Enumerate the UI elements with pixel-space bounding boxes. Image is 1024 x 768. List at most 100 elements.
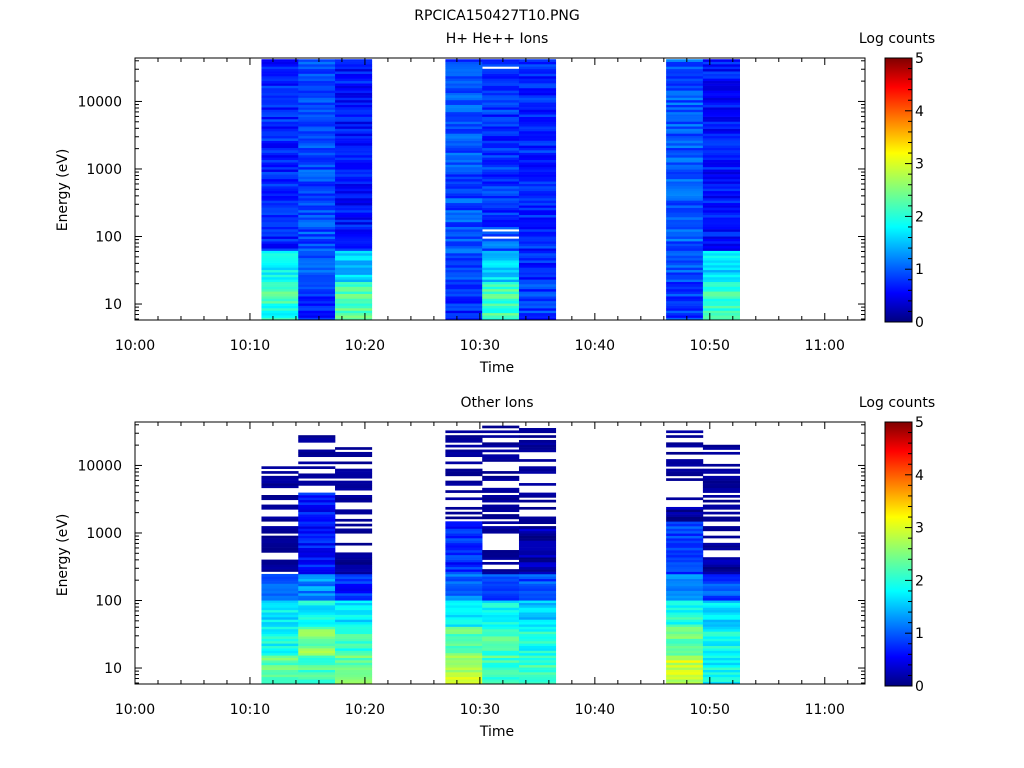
spectrogram-cell bbox=[445, 679, 483, 682]
spectrogram-cell bbox=[518, 576, 557, 580]
spectrogram-cell bbox=[298, 607, 336, 611]
spectrogram-cell bbox=[335, 99, 373, 103]
spectrogram-cell bbox=[702, 518, 740, 522]
spectrogram-cell bbox=[518, 190, 557, 194]
spectrogram-cell bbox=[702, 583, 740, 587]
spectrogram-cell bbox=[261, 602, 299, 606]
spectrogram-cell bbox=[482, 133, 520, 137]
spectrogram-cell bbox=[666, 602, 704, 606]
spectrogram-cell bbox=[445, 648, 483, 651]
spectrogram-cell bbox=[261, 202, 299, 206]
spectrogram-cell bbox=[261, 638, 299, 642]
spectrogram-cell bbox=[261, 92, 299, 96]
spectrogram-cell bbox=[335, 495, 373, 498]
spectrogram-cell bbox=[335, 107, 373, 110]
spectrogram-cell bbox=[335, 559, 373, 563]
spectrogram-cell bbox=[518, 284, 557, 287]
spectrogram-cell bbox=[261, 288, 299, 292]
spectrogram-cell bbox=[298, 650, 336, 654]
spectrogram-cell bbox=[445, 95, 483, 98]
spectrogram-cell bbox=[666, 274, 704, 278]
spectrogram-cell bbox=[445, 166, 483, 170]
spectrogram-cell bbox=[445, 250, 483, 254]
spectrogram-cell bbox=[666, 64, 704, 67]
spectrogram-cell bbox=[702, 176, 740, 180]
spectrogram-cell bbox=[445, 116, 483, 120]
spectrogram-cell bbox=[298, 97, 336, 101]
spectrogram-cell bbox=[335, 674, 373, 678]
spectrogram-cell bbox=[261, 150, 299, 153]
spectrogram-cell bbox=[518, 681, 557, 685]
spectrogram-cell bbox=[666, 284, 704, 287]
spectrogram-cell bbox=[666, 267, 704, 271]
spectrogram-cell bbox=[482, 226, 520, 230]
spectrogram-cell bbox=[482, 310, 520, 314]
spectrogram-cell bbox=[261, 107, 299, 110]
spectrogram-cell bbox=[666, 571, 704, 575]
spectrogram-cell bbox=[482, 269, 520, 273]
spectrogram-cell bbox=[298, 224, 336, 227]
spectrogram-cell bbox=[482, 471, 520, 474]
spectrogram-cell bbox=[518, 609, 557, 613]
spectrogram-cell bbox=[445, 444, 483, 448]
spectrogram-cell bbox=[298, 264, 336, 268]
spectrogram-cell bbox=[666, 128, 704, 132]
spectrogram-cell bbox=[335, 164, 373, 168]
spectrogram-cell bbox=[666, 78, 704, 82]
spectrogram-cell bbox=[482, 672, 520, 675]
spectrogram-cell bbox=[666, 253, 704, 256]
spectrogram-cell bbox=[518, 561, 557, 565]
x-axis: 10:00 10:10 10:20 10:30 10:40 10:50 11:00 bbox=[115, 422, 849, 718]
spectrogram-cell bbox=[666, 657, 704, 661]
spectrogram-cell bbox=[261, 154, 299, 158]
spectrogram-cell bbox=[298, 99, 336, 103]
x-tick-label: 10:00 bbox=[115, 702, 155, 718]
spectrogram-cell bbox=[261, 133, 299, 137]
x-axis: 10:00 10:10 10:20 10:30 10:40 10:50 11:00 bbox=[115, 58, 849, 354]
spectrogram-cell bbox=[518, 197, 557, 201]
spectrogram-cell bbox=[666, 621, 704, 625]
spectrogram-cell bbox=[702, 652, 740, 656]
spectrogram-cell bbox=[518, 600, 557, 603]
spectrogram-cell bbox=[482, 614, 520, 618]
x-tick-label: 10:20 bbox=[345, 338, 385, 354]
spectrogram-cell bbox=[298, 559, 336, 563]
spectrogram-cell bbox=[445, 435, 483, 438]
spectrogram-cell bbox=[518, 585, 557, 589]
spectrogram-cell bbox=[445, 571, 483, 575]
spectrogram-cell bbox=[261, 97, 299, 101]
spectrogram-cell bbox=[702, 272, 740, 275]
colorbar-tick-label: 3 bbox=[915, 157, 924, 173]
spectrogram-cell bbox=[702, 463, 740, 467]
colorbar-tick-label: 2 bbox=[915, 573, 924, 589]
spectrogram-cell bbox=[482, 135, 520, 139]
spectrogram-cell bbox=[445, 83, 483, 86]
spectrogram-cell bbox=[666, 609, 704, 613]
spectrogram-cell bbox=[298, 308, 336, 311]
spectrogram-cell bbox=[666, 75, 704, 79]
spectrogram-cell bbox=[335, 660, 373, 663]
spectrogram-cell bbox=[261, 528, 299, 532]
spectrogram-cell bbox=[666, 662, 704, 666]
spectrogram-cell bbox=[702, 174, 740, 177]
spectrogram-cell bbox=[666, 245, 704, 249]
spectrogram-cell bbox=[261, 559, 299, 563]
spectrogram-cell bbox=[261, 296, 299, 299]
spectrogram-cell bbox=[482, 272, 520, 275]
spectrogram-cell bbox=[445, 521, 483, 525]
colorbar-label: Log counts bbox=[859, 395, 935, 411]
spectrogram-cell bbox=[261, 169, 299, 172]
spectrogram-cell bbox=[335, 590, 373, 594]
spectrogram-cell bbox=[298, 226, 336, 230]
spectrogram-cell bbox=[482, 102, 520, 105]
spectrogram-cell bbox=[518, 66, 557, 70]
spectrogram-cell bbox=[298, 178, 336, 182]
spectrogram-cell bbox=[335, 224, 373, 227]
spectrogram-cell bbox=[518, 248, 557, 251]
spectrogram-cell bbox=[445, 552, 483, 556]
spectrogram-cell bbox=[298, 681, 336, 685]
spectrogram-cell bbox=[445, 152, 483, 156]
spectrogram-cell bbox=[702, 169, 740, 172]
spectrogram-cell bbox=[261, 621, 299, 625]
spectrogram-cell bbox=[666, 159, 704, 163]
